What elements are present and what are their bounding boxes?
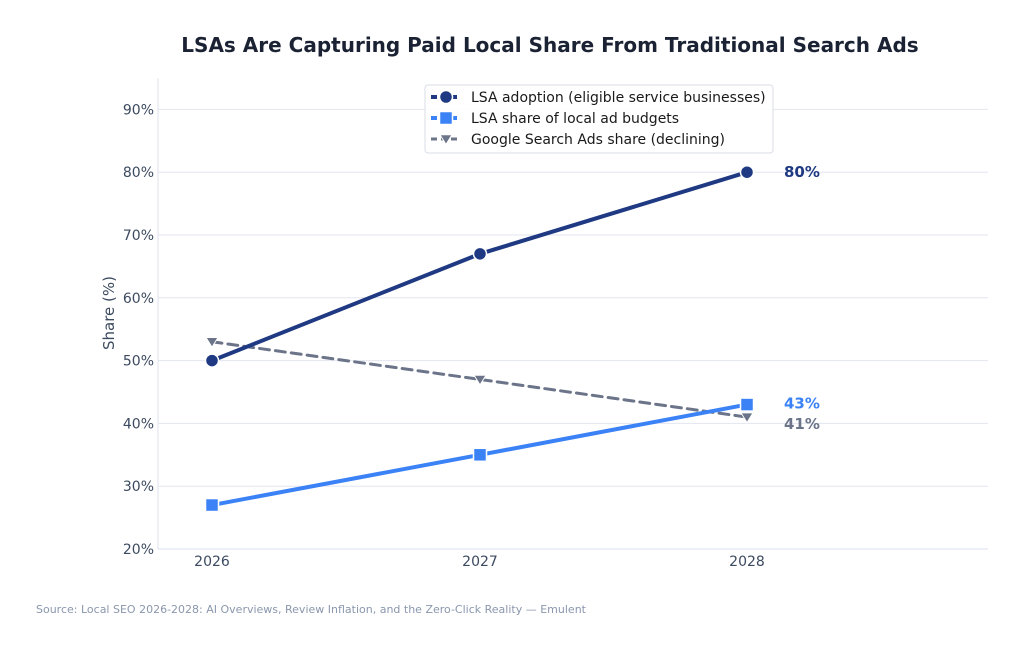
data-point [204, 497, 220, 513]
data-point [739, 164, 755, 180]
data-point [472, 246, 488, 262]
series-1 [204, 164, 755, 368]
legend-label: Google Search Ads share (declining) [471, 132, 725, 148]
data-point [739, 397, 755, 412]
y-tick-label: 90% [123, 102, 154, 118]
legend-marker [439, 134, 453, 146]
legend-label: LSA share of local ad budgets [471, 111, 679, 127]
data-point [472, 447, 488, 463]
legend-marker [438, 89, 454, 105]
y-axis-label: Share (%) [100, 276, 118, 350]
end-value-label: 41% [784, 415, 820, 433]
legend-label: LSA adoption (eligible service businesse… [471, 90, 766, 106]
x-tick-label: 2026 [194, 554, 230, 570]
y-tick-label: 50% [123, 354, 154, 370]
x-tick-label: 2027 [462, 554, 498, 570]
y-tick-label: 40% [123, 416, 154, 432]
data-point [473, 374, 487, 386]
x-axis-ticks: 2026 2027 2028 [194, 554, 765, 570]
y-tick-label: 80% [123, 165, 154, 181]
series-line [210, 170, 749, 363]
legend-box [424, 84, 774, 154]
y-tick-label: 60% [123, 291, 154, 307]
data-point [740, 412, 754, 424]
axes [157, 78, 988, 550]
end-value-label: 80% [784, 163, 820, 181]
y-tick-label: 70% [123, 228, 154, 244]
y-axis-ticks: 20% 30% 40% 50% 60% 70% 80% 90% [123, 102, 154, 558]
legend-marker [438, 110, 454, 126]
end-value-label: 43% [784, 395, 820, 413]
data-point [204, 353, 220, 368]
y-tick-label: 30% [123, 479, 154, 495]
chart-title: LSAs Are Capturing Paid Local Share From… [181, 33, 918, 57]
legend: LSA adoption (eligible service businesse… [424, 84, 774, 154]
grid [158, 108, 988, 487]
y-tick-label: 20% [123, 542, 154, 558]
x-tick-label: 2028 [729, 554, 765, 570]
source-note: Source: Local SEO 2026-2028: AI Overview… [36, 603, 587, 616]
series-3 [205, 337, 754, 424]
data-point [205, 337, 219, 349]
series-2 [204, 397, 755, 513]
series [204, 164, 755, 513]
end-labels: 80% 43% 41% [784, 163, 820, 433]
